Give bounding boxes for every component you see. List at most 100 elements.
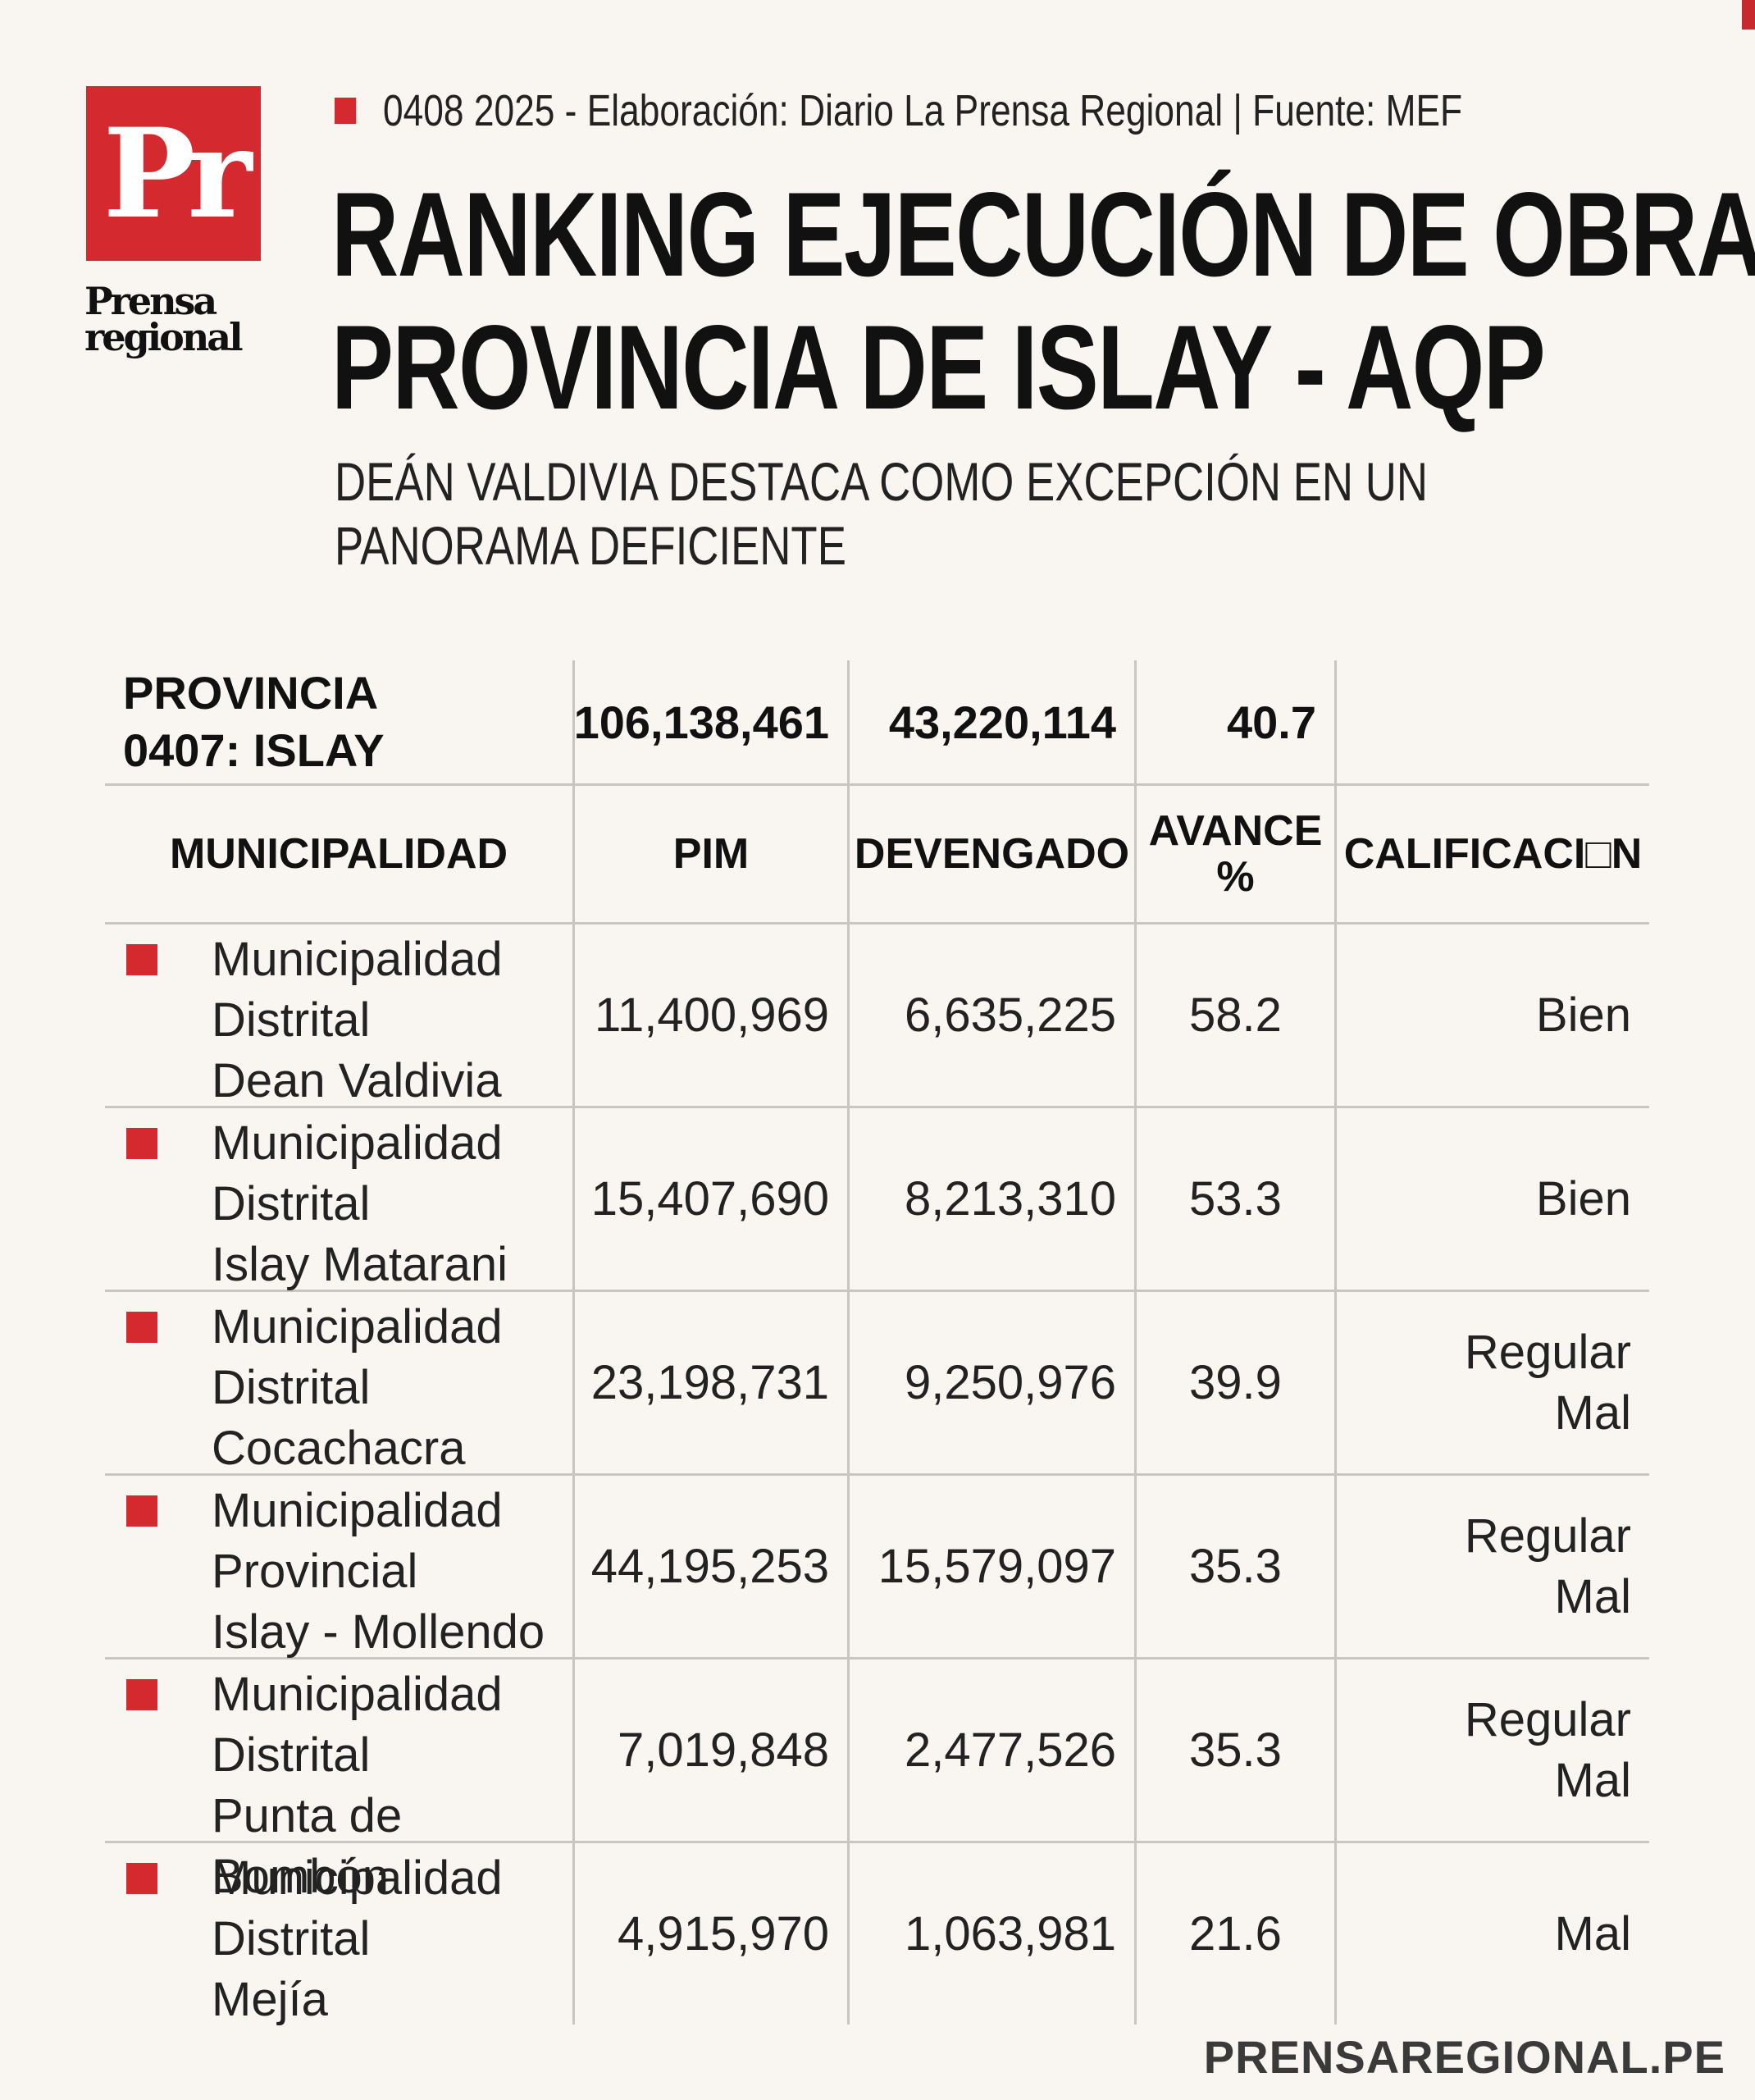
devengado-cell: 15,579,097: [847, 1476, 1134, 1657]
province-label: PROVINCIA 0407: ISLAY: [105, 660, 572, 783]
devengado-cell: 9,250,976: [847, 1292, 1134, 1473]
calificacion-line-1: Regular: [1464, 1692, 1631, 1746]
calificacion-line-1: Regular: [1464, 1509, 1631, 1563]
header-avance-1: AVANCE: [1148, 807, 1323, 855]
table-row: Municipalidad Distrital Dean Valdivia 11,40…: [105, 924, 1649, 1108]
name-line-3: Dean Valdivia: [212, 1054, 502, 1107]
table-row: Municipalidad Provincial Islay - Mollendo 4…: [105, 1476, 1649, 1659]
calificacion-text: Bien: [1536, 1169, 1631, 1230]
calificacion-text: Regular Mal: [1465, 1690, 1631, 1811]
header-devengado: DEVENGADO: [847, 786, 1134, 922]
name-line-1: Municipalidad: [212, 1300, 503, 1354]
table-header-row: MUNICIPALIDAD PIM DEVENGADO AVANCE % CAL…: [105, 786, 1649, 924]
table-body: Municipalidad Distrital Dean Valdivia 11,40…: [105, 924, 1649, 2026]
pim-cell: 23,198,731: [572, 1292, 847, 1473]
avance-cell: 21.6: [1134, 1843, 1334, 2025]
header-calificacion: CALIFICACI□N: [1334, 786, 1649, 922]
devengado-cell: 8,213,310: [847, 1108, 1134, 1290]
logo-wordmark: Prensa regional: [84, 279, 244, 359]
province-devengado: 43,220,114: [847, 660, 1134, 783]
row-bullet-icon: [126, 1128, 157, 1159]
title-line-1: RANKING EJECUCIÓN DE OBRAS: [331, 167, 1755, 301]
avance-cell: 58.2: [1134, 924, 1334, 1106]
name-line-3: Mejía: [212, 1973, 328, 2026]
avance-cell: 39.9: [1134, 1292, 1334, 1473]
province-avance: 40.7: [1134, 660, 1334, 783]
page-title: RANKING EJECUCIÓN DE OBRAS PROVINCIA DE …: [331, 168, 1755, 434]
municipalidad-cell: Municipalidad Distrital Dean Valdivia: [105, 924, 572, 1107]
province-label-2: 0407: ISLAY: [123, 724, 385, 776]
municipalidad-cell: Municipalidad Distrital Mejía: [105, 1843, 572, 2026]
calificacion-text: Regular Mal: [1465, 1322, 1631, 1444]
subtitle-line-2: PANORAMA DEFICIENTE: [335, 515, 846, 576]
municipalidad-cell: Municipalidad Distrital Cocachacra: [105, 1292, 572, 1475]
table-row: Municipalidad Distrital Punta de Bombón 7,0…: [105, 1659, 1649, 1903]
name-line-1: Municipalidad: [212, 1484, 503, 1537]
name-line-3: Islay - Mollendo: [212, 1605, 545, 1659]
logo-letters: Pr: [103, 101, 253, 246]
name-line-3: Punta de Bombón: [212, 1789, 403, 1903]
corner-accent-bar: [1742, 0, 1755, 30]
page-subtitle: DEÁN VALDIVIA DESTACA COMO EXCEPCIÓN EN …: [335, 450, 1428, 578]
calificacion-cell: Bien: [1334, 924, 1649, 1106]
logo-word-prensa: Prensa: [84, 279, 217, 323]
devengado-cell: 2,477,526: [847, 1659, 1134, 1841]
pim-cell: 7,019,848: [572, 1659, 847, 1841]
calificacion-line-1: Regular: [1464, 1325, 1631, 1379]
province-calificacion: [1334, 660, 1649, 783]
header-pim: PIM: [572, 786, 847, 922]
municipalidad-name: Municipalidad Distrital Punta de Bombón: [212, 1664, 572, 1907]
logo-mark: Pr: [86, 86, 261, 261]
calificacion-text: Bien: [1536, 985, 1631, 1046]
header-avance: AVANCE %: [1134, 786, 1334, 922]
name-line-3: Islay Matarani: [212, 1238, 508, 1291]
row-bullet-icon: [126, 1679, 157, 1710]
province-pim: 106,138,461: [572, 660, 847, 783]
calificacion-text: Mal: [1555, 1904, 1631, 1965]
calificacion-line-1: Bien: [1535, 1171, 1631, 1226]
table-row: Municipalidad Distrital Islay Matarani 15,4…: [105, 1108, 1649, 1292]
devengado-cell: 1,063,981: [847, 1843, 1134, 2025]
footer-url: PRENSAREGIONAL.PE: [1203, 2031, 1725, 2083]
row-bullet-icon: [126, 1312, 157, 1343]
logo-word-regional: regional: [84, 315, 244, 359]
pim-cell: 15,407,690: [572, 1108, 847, 1290]
header-avance-2: %: [1216, 853, 1255, 901]
name-line-2: Provincial: [212, 1545, 418, 1598]
name-line-1: Municipalidad: [212, 933, 503, 986]
ranking-table: PROVINCIA 0407: ISLAY 106,138,461 43,220…: [105, 660, 1649, 2026]
name-line-1: Municipalidad: [212, 1668, 503, 1721]
avance-cell: 35.3: [1134, 1659, 1334, 1841]
calificacion-line-2: Mal: [1554, 1753, 1631, 1807]
table-row: Municipalidad Distrital Mejía 4,915,970 1,06…: [105, 1843, 1649, 2026]
municipalidad-name: Municipalidad Distrital Cocachacra: [212, 1297, 503, 1479]
calificacion-line-2: Mal: [1554, 1569, 1631, 1623]
name-line-2: Distrital: [212, 993, 371, 1047]
subtitle-line-1: DEÁN VALDIVIA DESTACA COMO EXCEPCIÓN EN …: [335, 451, 1428, 512]
name-line-1: Municipalidad: [212, 1116, 503, 1170]
calificacion-line-1: Mal: [1554, 1906, 1631, 1961]
province-label-1: PROVINCIA: [123, 667, 379, 719]
meta-line: 0408 2025 - Elaboración: Diario La Prens…: [335, 85, 1462, 136]
meta-text: 0408 2025 - Elaboración: Diario La Prens…: [383, 86, 1463, 135]
meta-bullet-icon: [335, 98, 357, 124]
name-line-2: Distrital: [212, 1728, 371, 1782]
municipalidad-cell: Municipalidad Distrital Punta de Bombón: [105, 1659, 572, 1903]
pim-cell: 4,915,970: [572, 1843, 847, 2025]
calificacion-cell: Mal: [1334, 1843, 1649, 2025]
table-row: Municipalidad Distrital Cocachacra 23,198,7…: [105, 1292, 1649, 1476]
calificacion-line-2: Mal: [1554, 1386, 1631, 1440]
municipalidad-name: Municipalidad Distrital Mejía: [212, 1848, 503, 2030]
calificacion-cell: Regular Mal: [1334, 1659, 1649, 1841]
name-line-2: Distrital: [212, 1912, 371, 1965]
pim-cell: 44,195,253: [572, 1476, 847, 1657]
municipalidad-cell: Municipalidad Provincial Islay - Mollendo: [105, 1476, 572, 1659]
devengado-cell: 6,635,225: [847, 924, 1134, 1106]
name-line-2: Distrital: [212, 1177, 371, 1230]
municipalidad-name: Municipalidad Distrital Islay Matarani: [212, 1113, 508, 1295]
calificacion-cell: Bien: [1334, 1108, 1649, 1290]
calificacion-line-1: Bien: [1535, 988, 1631, 1042]
pim-cell: 11,400,969: [572, 924, 847, 1106]
title-line-2: PROVINCIA DE ISLAY - AQP: [331, 300, 1546, 434]
municipalidad-cell: Municipalidad Distrital Islay Matarani: [105, 1108, 572, 1291]
